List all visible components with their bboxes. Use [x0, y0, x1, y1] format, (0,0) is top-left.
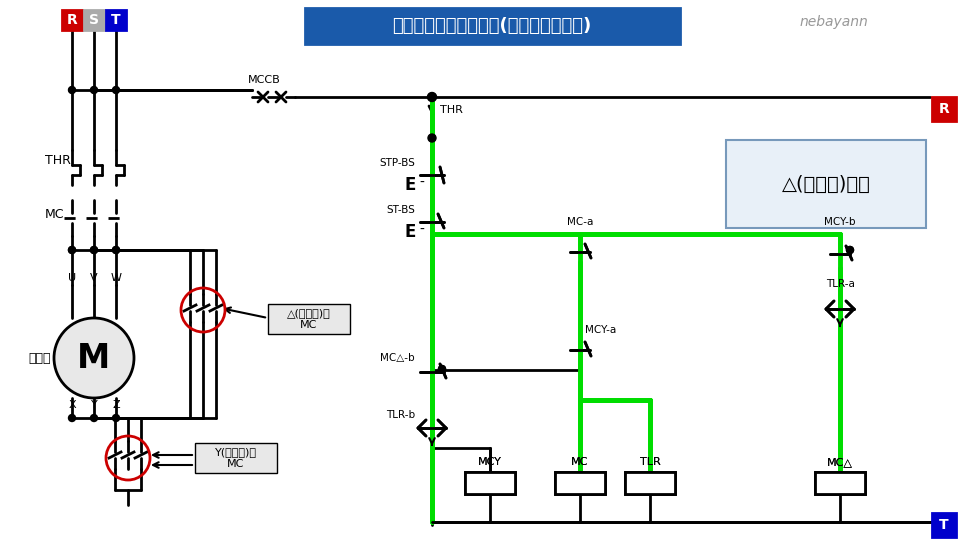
Bar [815, 472, 865, 494]
Circle shape [69, 87, 75, 93]
Circle shape [54, 318, 134, 398]
Text: ST-BS: ST-BS [386, 205, 415, 215]
Text: モータ: モータ [28, 352, 51, 365]
Bar [84, 10, 104, 30]
Text: MCY: MCY [478, 457, 502, 467]
Bar [726, 140, 926, 228]
Bar [932, 97, 956, 121]
Text: MC△: MC△ [828, 457, 852, 467]
Text: X: X [68, 400, 76, 410]
Circle shape [439, 366, 445, 373]
Circle shape [427, 92, 437, 102]
Text: スターデルタ始動回路(タイマー動作時): スターデルタ始動回路(タイマー動作時) [393, 17, 591, 35]
Text: Y(スター)用
MC: Y(スター)用 MC [215, 447, 257, 469]
Bar [625, 472, 675, 494]
Bar [465, 472, 515, 494]
Text: MC-a: MC-a [566, 217, 593, 227]
Circle shape [68, 86, 76, 93]
Bar [62, 10, 82, 30]
Circle shape [847, 246, 853, 253]
Circle shape [90, 415, 98, 422]
Text: MC: MC [571, 457, 588, 467]
Circle shape [90, 246, 98, 253]
Bar [625, 472, 675, 494]
Text: TLR: TLR [639, 457, 660, 467]
Text: MCY: MCY [478, 457, 502, 467]
Circle shape [68, 246, 76, 253]
Bar [555, 472, 605, 494]
Circle shape [112, 246, 119, 253]
Circle shape [112, 246, 119, 253]
Text: △(デルタ)運転: △(デルタ)運転 [781, 174, 871, 193]
Text: TLR-b: TLR-b [386, 410, 415, 420]
Text: MC: MC [45, 208, 64, 221]
Bar [932, 513, 956, 537]
Text: THR: THR [45, 153, 71, 166]
Text: MCCB: MCCB [248, 75, 280, 85]
Circle shape [113, 87, 119, 93]
Text: E: E [404, 176, 416, 194]
Text: MCY-a: MCY-a [585, 325, 616, 335]
Text: W: W [110, 273, 122, 283]
Text: Y: Y [90, 400, 97, 410]
Bar [555, 472, 605, 494]
Text: Z: Z [112, 400, 120, 410]
Circle shape [847, 246, 853, 253]
Circle shape [68, 246, 76, 253]
Bar [305, 8, 680, 44]
Bar [465, 472, 515, 494]
Text: T: T [111, 13, 121, 27]
Text: TLR: TLR [639, 457, 660, 467]
Circle shape [428, 134, 436, 142]
Circle shape [428, 93, 436, 101]
Text: T: T [939, 518, 948, 532]
Text: E: E [404, 223, 416, 241]
Text: STP-BS: STP-BS [379, 158, 415, 168]
Bar [195, 443, 277, 473]
Circle shape [112, 86, 119, 93]
Text: V: V [90, 273, 98, 283]
Text: -: - [420, 176, 424, 190]
Circle shape [91, 87, 97, 93]
Text: M: M [78, 341, 110, 375]
Circle shape [68, 415, 76, 422]
Circle shape [112, 415, 119, 422]
Text: TLR-a: TLR-a [826, 279, 854, 289]
Circle shape [90, 86, 98, 93]
Text: △(デルタ)用
MC: △(デルタ)用 MC [287, 308, 331, 330]
Text: MC: MC [571, 457, 588, 467]
Text: MC△-b: MC△-b [380, 353, 415, 363]
Text: -: - [420, 223, 424, 237]
Text: R: R [66, 13, 78, 27]
Text: nebayann: nebayann [800, 15, 869, 29]
Circle shape [439, 366, 445, 373]
Text: MCY-b: MCY-b [825, 217, 855, 227]
Bar [815, 472, 865, 494]
Bar [268, 304, 350, 334]
Text: U: U [68, 273, 76, 283]
Text: S: S [89, 13, 99, 27]
Text: R: R [939, 102, 949, 116]
Text: MC△: MC△ [828, 457, 852, 467]
Text: THR: THR [440, 105, 463, 115]
Circle shape [428, 93, 436, 100]
Bar [106, 10, 126, 30]
Circle shape [90, 246, 98, 253]
